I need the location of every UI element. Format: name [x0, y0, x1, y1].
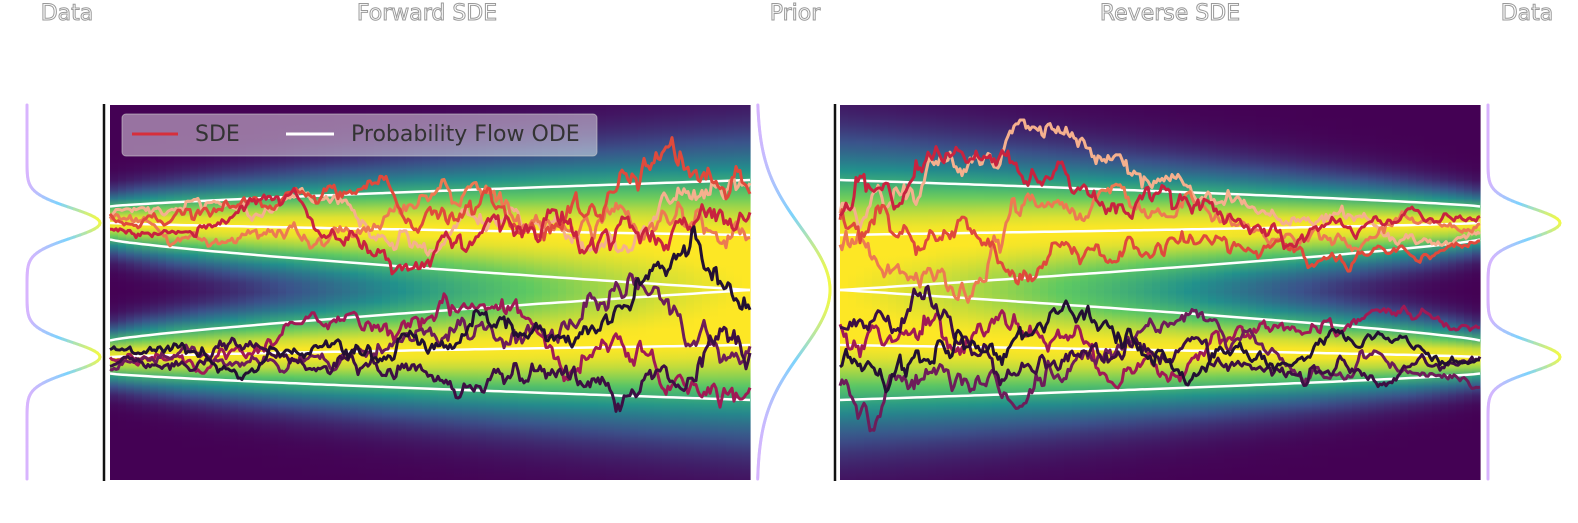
figure: Data Forward SDE Prior Reverse SDE Data …	[25, 1, 1562, 481]
